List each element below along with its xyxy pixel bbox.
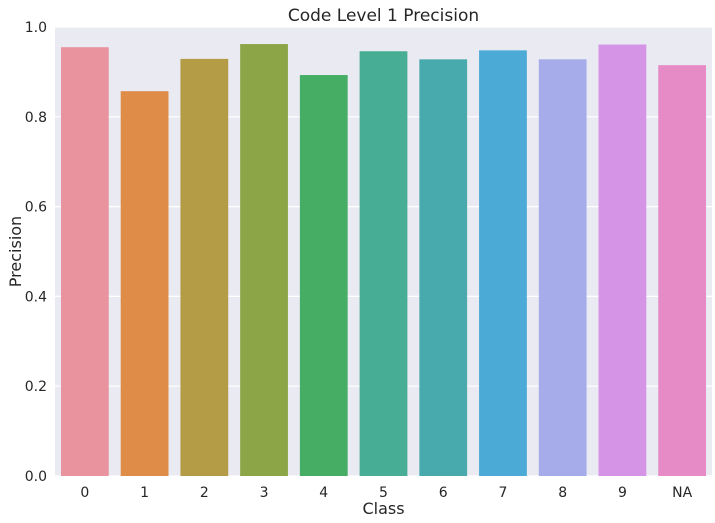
bar-4	[299, 75, 348, 476]
bar-2	[180, 58, 229, 477]
y-axis-label: Precision	[6, 216, 25, 287]
x-tick-label: 1	[140, 485, 149, 501]
y-tick-label: 0.6	[25, 200, 47, 216]
x-tick-label: 5	[379, 485, 388, 501]
y-tick-label: 0.8	[25, 110, 47, 126]
bar-7	[479, 50, 527, 477]
bar-1	[120, 91, 169, 476]
bar-3	[240, 44, 288, 476]
x-tick-label: 4	[319, 485, 328, 501]
chart-title: Code Level 1 Precision	[288, 6, 479, 26]
x-tick-label: 9	[618, 485, 627, 501]
bars	[60, 44, 707, 477]
bar-9	[598, 44, 647, 477]
y-tick-label: 0.4	[25, 289, 47, 305]
bar-5	[359, 51, 408, 476]
y-tick-label: 0.0	[25, 469, 47, 485]
y-tick-label: 1.0	[25, 20, 47, 36]
x-tick-label: 6	[439, 485, 448, 501]
x-tick-label: 0	[80, 485, 89, 501]
bar-0	[60, 47, 109, 476]
y-axis-ticks: 0.0 0.2 0.4 0.6 0.8 1.0	[25, 20, 47, 485]
bar-na	[658, 65, 707, 476]
y-tick-label: 0.2	[25, 379, 47, 395]
x-tick-label: 8	[558, 485, 567, 501]
x-tick-label: NA	[672, 485, 692, 501]
x-tick-label: 7	[498, 485, 507, 501]
bar-8	[538, 59, 587, 476]
x-axis-label: Class	[362, 499, 404, 518]
x-tick-label: 2	[200, 485, 209, 501]
x-axis-ticks: 0 1 2 3 4 5 6 7 8 9 NA	[80, 485, 692, 501]
x-tick-label: 3	[260, 485, 269, 501]
bar-6	[419, 59, 468, 476]
